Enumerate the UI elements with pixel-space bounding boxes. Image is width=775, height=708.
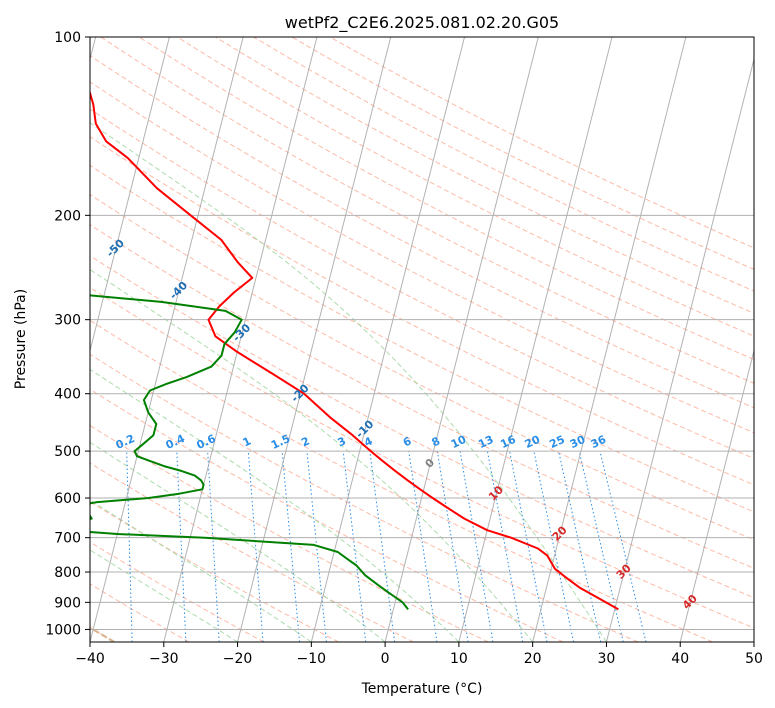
dry-adiabat [90,353,639,642]
mixing-ratio-line [578,450,624,642]
dry-adiabat [90,136,754,486]
mixing-ratio-label: 10 [449,433,469,451]
x-tick-label: 50 [745,651,763,667]
x-tick-label: 20 [524,651,542,667]
isotherm [605,57,754,642]
dry-adiabat [90,193,754,541]
dry-adiabat [90,501,339,642]
y-tick-label: 500 [54,444,81,460]
isotherm [90,37,244,642]
dry-adiabat [90,319,713,642]
dry-adiabat [90,164,754,513]
pressure-grid [90,37,754,630]
mixing-ratio-label: 30 [568,433,588,451]
background-lines [90,37,754,642]
dry-adiabat [215,37,754,314]
dry-adiabat [90,388,564,642]
plot-background [90,37,754,642]
mixing-ratio-line [436,451,469,642]
isotherm [458,37,613,642]
mixing-ratio-label: 20 [523,433,543,451]
mixing-ratio-label: 25 [547,433,566,451]
y-tick-label: 600 [54,491,81,507]
isotherm [679,348,754,642]
x-axis: −40 −30 −20 −10 0 10 20 30 40 50 [75,642,763,667]
dry-adiabat [90,583,190,642]
isotherm [163,37,318,642]
chart-title: wetPf2_C2E6.2025.081.02.20.G05 [285,13,559,33]
mixing-ratio-label: 16 [498,433,518,451]
y-axis-label: Pressure (hPa) [13,289,29,389]
x-tick-label: 0 [381,651,390,667]
moist-adiabat [90,441,386,642]
x-axis-label: Temperature (°C) [361,681,483,697]
mixing-ratio-label: 36 [589,433,609,451]
dry-adiabat [253,37,754,292]
x-tick-label: 40 [671,651,689,667]
y-tick-label: 800 [54,565,81,581]
y-tick-label: 400 [54,387,81,403]
moist-adiabat [90,122,607,642]
isotherm [384,37,539,642]
mixing-ratio-line [599,450,647,642]
temperature-profile [90,89,619,611]
mixing-ratio-label: 13 [476,433,495,451]
x-tick-label: −40 [75,651,105,667]
dry-adiabat [90,108,754,460]
x-tick-label: −20 [223,651,253,667]
dewpoint-profile [90,294,409,611]
x-tick-label: −30 [149,651,179,667]
mixing-ratio-line [459,451,494,642]
y-axis: 100 200 300 400 500 600 700 800 900 1000 [45,30,90,638]
y-tick-label: 300 [54,313,81,329]
y-tick-label: 100 [54,30,81,46]
y-tick-label: 200 [54,208,81,224]
isotherm [532,37,687,642]
dry-adiabat [90,81,754,434]
dry-adiabat [90,286,754,629]
x-tick-label: 10 [450,651,468,667]
isotherm [310,37,465,642]
mixing-ratio-line [558,450,602,642]
isotherm [90,37,170,353]
mixing-ratio-line [533,451,575,642]
y-tick-label: 1000 [45,622,81,638]
x-tick-label: 30 [598,651,616,667]
y-tick-label: 700 [54,531,81,547]
dry-adiabat [90,255,754,599]
y-tick-label: 900 [54,595,81,611]
mixing-ratio-line [342,451,367,642]
dry-adiabat [176,37,754,337]
mixing-ratio-line [369,451,396,642]
profiles [90,89,619,611]
plot-frame [89,36,755,643]
mixing-ratio-line [408,451,438,642]
x-tick-label: −10 [297,651,327,667]
mixing-ratio-line [486,451,524,642]
